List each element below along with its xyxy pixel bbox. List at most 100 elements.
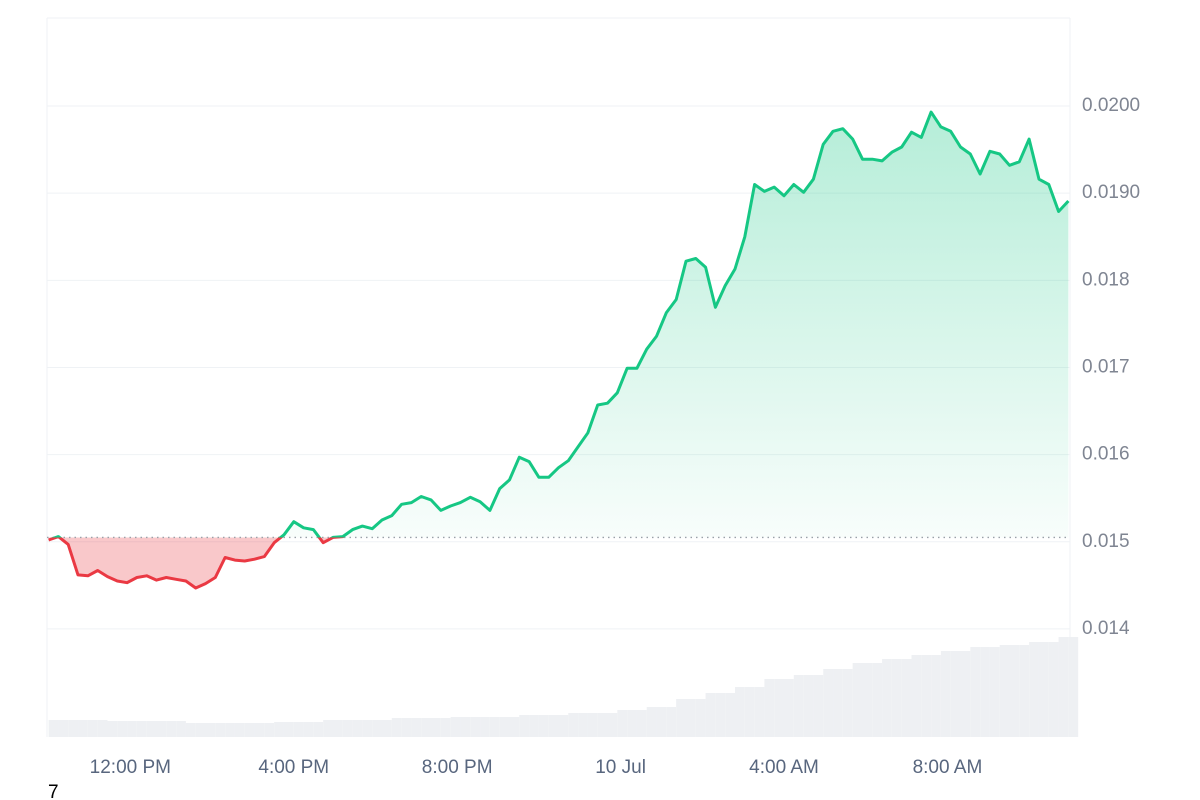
volume-bar bbox=[156, 721, 167, 737]
volume-bar bbox=[548, 715, 559, 737]
volume-bar bbox=[1029, 642, 1039, 737]
x-tick-label: 8:00 AM bbox=[913, 757, 983, 778]
volume-bar bbox=[509, 717, 520, 737]
y-tick-label: 0.017 bbox=[1082, 356, 1130, 377]
volume-bar bbox=[940, 651, 951, 737]
volume-bar bbox=[852, 663, 863, 737]
volume-bar bbox=[421, 718, 432, 737]
volume-bar bbox=[646, 707, 657, 737]
volume-bar bbox=[480, 717, 490, 737]
volume-bar bbox=[342, 720, 353, 737]
volume-bar bbox=[842, 669, 853, 737]
volume-bar bbox=[911, 655, 922, 737]
volume-bar bbox=[195, 723, 206, 737]
volume-bar bbox=[136, 721, 147, 737]
volume-bar bbox=[725, 693, 735, 737]
volume-bar bbox=[107, 721, 118, 737]
volume-bar bbox=[313, 722, 324, 737]
volume-bar bbox=[470, 717, 481, 737]
volume-bar bbox=[793, 675, 804, 737]
volume-bar bbox=[901, 659, 912, 737]
volume-bar bbox=[695, 699, 706, 737]
volume-bar bbox=[460, 717, 471, 737]
volume-bar bbox=[489, 717, 500, 737]
volume-bar bbox=[891, 659, 902, 737]
volume-bar bbox=[323, 720, 333, 737]
volume-bar bbox=[264, 723, 275, 737]
volume-bar bbox=[744, 687, 755, 737]
volume-bar bbox=[715, 693, 726, 737]
volume-bar bbox=[960, 651, 971, 737]
volume-bar bbox=[862, 663, 873, 737]
volume-bar bbox=[705, 693, 716, 737]
volume-bar bbox=[87, 720, 98, 737]
volume-bar bbox=[244, 723, 255, 737]
volume-bar bbox=[734, 687, 745, 737]
volume-bar bbox=[568, 713, 579, 737]
volume-bar bbox=[519, 715, 530, 737]
y-tick-label: 0.015 bbox=[1082, 531, 1130, 552]
volume-bar bbox=[166, 721, 177, 737]
volume-bar bbox=[538, 715, 549, 737]
volume-bar bbox=[293, 722, 304, 737]
volume-bar bbox=[950, 651, 961, 737]
volume-bar bbox=[254, 723, 265, 737]
y-tick-label: 0.0200 bbox=[1082, 95, 1140, 116]
x-tick-label: 4:00 AM bbox=[749, 757, 819, 778]
volume-bar bbox=[676, 699, 686, 737]
volume-bar bbox=[921, 655, 932, 737]
volume-bar bbox=[578, 713, 588, 737]
volume-bar bbox=[872, 663, 883, 737]
volume-bar bbox=[1068, 637, 1079, 737]
volume-bar bbox=[68, 720, 79, 737]
x-tick-label: 4:00 PM bbox=[258, 757, 329, 778]
volume-bar bbox=[882, 659, 892, 737]
volume-bar bbox=[274, 722, 284, 737]
volume-bar bbox=[117, 721, 128, 737]
volume-bar bbox=[1009, 645, 1020, 737]
volume-bar bbox=[989, 647, 1000, 737]
volume-bar bbox=[1048, 642, 1059, 737]
volume-bar bbox=[803, 675, 814, 737]
volume-bar bbox=[234, 723, 245, 737]
y-tick-label: 0.014 bbox=[1082, 618, 1130, 639]
volume-bar bbox=[597, 713, 608, 737]
volume-bar bbox=[303, 722, 314, 737]
volume-bar bbox=[225, 723, 235, 737]
volume-bar bbox=[685, 699, 696, 737]
volume-bar bbox=[970, 647, 981, 737]
volume-bar bbox=[499, 717, 510, 737]
volume-bar bbox=[813, 675, 824, 737]
volume-bar bbox=[48, 720, 59, 737]
volume-bar bbox=[352, 720, 363, 737]
y-tick-label: 0.0190 bbox=[1082, 182, 1140, 203]
volume-bar bbox=[931, 655, 941, 737]
volume-bar bbox=[656, 707, 667, 737]
volume-bar bbox=[185, 723, 196, 737]
volume-bar bbox=[1038, 642, 1049, 737]
volume-bar bbox=[176, 721, 186, 737]
volume-bar bbox=[372, 720, 383, 737]
x-tick-label: 12:00 PM bbox=[90, 757, 171, 778]
volume-bar bbox=[1058, 637, 1069, 737]
volume-bar bbox=[450, 717, 461, 737]
volume-bar bbox=[764, 679, 775, 737]
volume-bar bbox=[401, 718, 412, 737]
y-tick-label: 0.018 bbox=[1082, 269, 1130, 290]
volume-bar bbox=[215, 723, 226, 737]
volume-bar bbox=[627, 710, 637, 737]
volume-bar bbox=[999, 645, 1010, 737]
volume-bar bbox=[823, 669, 834, 737]
volume-bar bbox=[97, 720, 108, 737]
volume-bar bbox=[587, 713, 598, 737]
frame bbox=[46, 17, 1071, 737]
volume-bar bbox=[382, 720, 392, 737]
volume-bar bbox=[431, 718, 441, 737]
volume-bar bbox=[146, 721, 157, 737]
volume-bar bbox=[283, 722, 294, 737]
price-area bbox=[48, 112, 1069, 588]
volume-bar bbox=[784, 679, 794, 737]
volume-bar bbox=[440, 718, 451, 737]
